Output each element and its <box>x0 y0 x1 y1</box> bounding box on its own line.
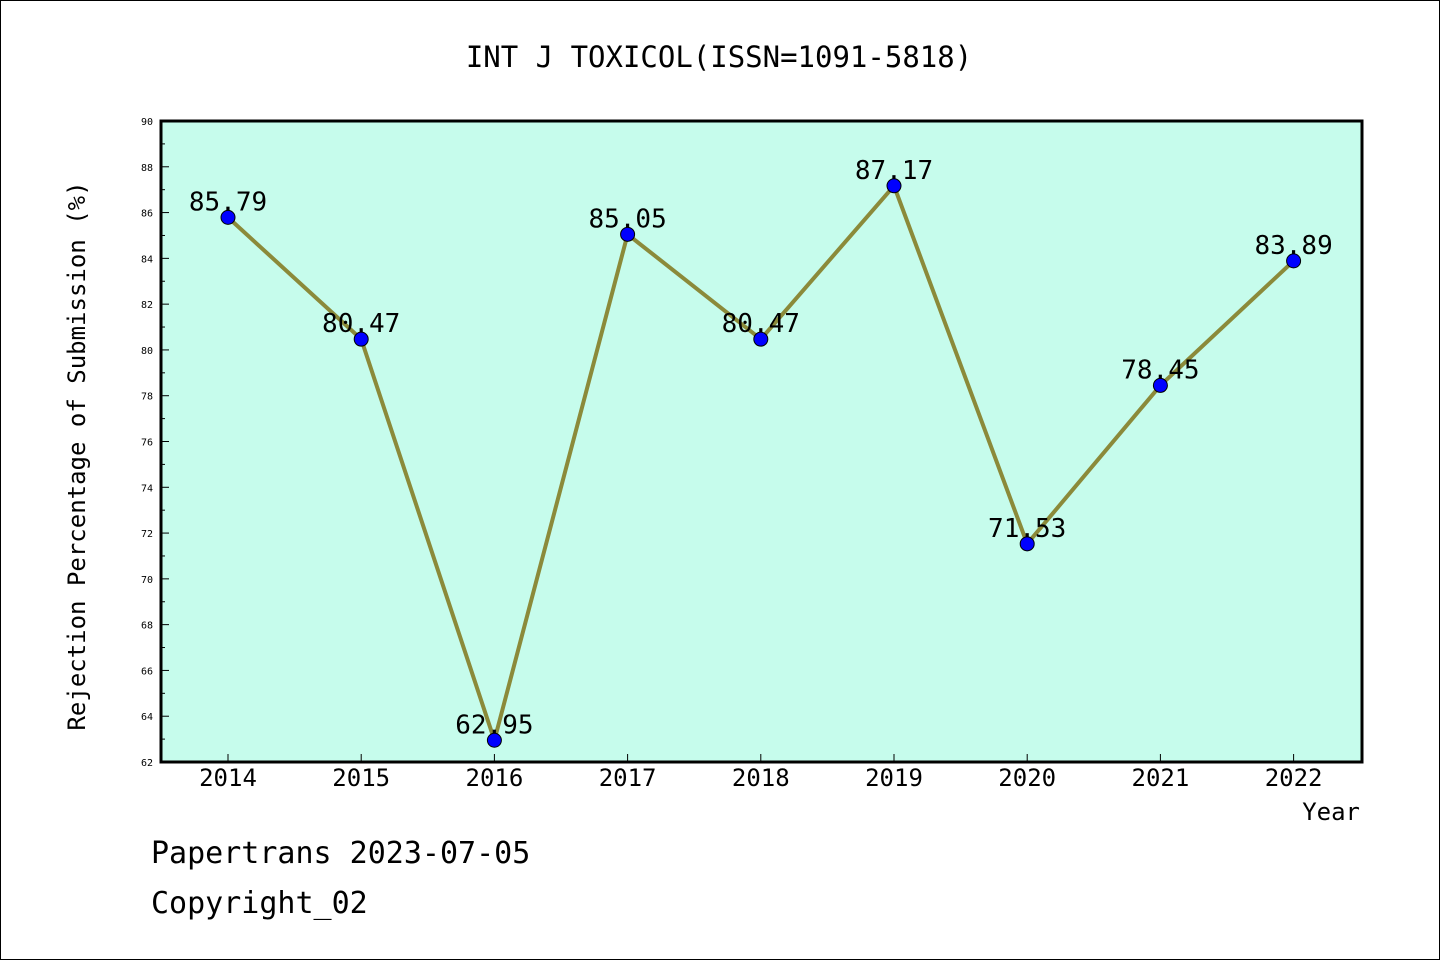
data-label: 87.17 <box>855 156 933 186</box>
data-point <box>1019 536 1035 552</box>
data-label: 80.47 <box>322 309 400 339</box>
y-tick-label: 86 <box>141 209 153 220</box>
y-tick-label: 80 <box>141 346 153 357</box>
data-point <box>1286 253 1302 269</box>
x-tick-label: 2014 <box>199 764 257 792</box>
data-label: 85.05 <box>588 204 666 234</box>
y-axis-label: Rejection Percentage of Submission (%) <box>63 181 91 730</box>
data-point <box>353 331 369 347</box>
plot-area <box>161 121 1362 762</box>
y-tick-label: 74 <box>141 483 153 494</box>
y-tick-label: 62 <box>141 758 153 769</box>
data-label: 85.79 <box>189 187 267 217</box>
data-point <box>486 732 502 748</box>
chart-title: INT J TOXICOL(ISSN=1091-5818) <box>466 40 972 74</box>
data-label-layer: 85.79 80.47 62.95 85.05 80.47 87.17 71.53 78.45… <box>189 156 1333 740</box>
series-layer <box>220 178 1302 748</box>
y-tick-label: 82 <box>141 300 153 311</box>
x-tick-label: 2021 <box>1132 764 1190 792</box>
data-point <box>886 178 902 194</box>
y-tick-label: 72 <box>141 529 153 540</box>
y-axis-ticks: 62 64 66 68 70 72 74 76 78 80 82 84 86 88 90 <box>141 117 169 769</box>
y-tick-label: 84 <box>141 254 153 265</box>
y-tick-label: 88 <box>141 163 153 174</box>
plot-border <box>159 119 1364 764</box>
x-axis-ticks: 2014 2015 2016 2017 2018 2019 2020 2021 2022 <box>199 754 1322 792</box>
y-tick-label: 78 <box>141 392 153 403</box>
data-point <box>753 331 769 347</box>
y-tick-label: 76 <box>141 438 153 449</box>
data-label: 83.89 <box>1254 231 1332 261</box>
x-tick-label: 2016 <box>466 764 524 792</box>
y-tick-label: 66 <box>141 666 153 677</box>
data-point <box>220 209 236 225</box>
data-label: 71.53 <box>988 514 1066 544</box>
x-axis-label: Year <box>1302 798 1360 826</box>
y-tick-label: 68 <box>141 621 153 632</box>
data-label: 78.45 <box>1121 355 1199 385</box>
y-tick-label: 90 <box>141 117 153 128</box>
footer-date-text: Papertrans 2023-07-05 <box>151 836 531 871</box>
x-tick-label: 2015 <box>332 764 390 792</box>
x-tick-label: 2019 <box>865 764 923 792</box>
data-point <box>1152 377 1168 393</box>
data-point <box>620 226 636 242</box>
x-tick-label: 2020 <box>998 764 1056 792</box>
x-tick-label: 2017 <box>599 764 657 792</box>
footer-copyright-text: Copyright_02 <box>151 886 368 921</box>
x-tick-label: 2022 <box>1265 764 1323 792</box>
data-label: 80.47 <box>722 309 800 339</box>
data-label: 62.95 <box>455 710 533 740</box>
y-tick-label: 70 <box>141 575 153 586</box>
y-tick-label: 64 <box>141 712 153 723</box>
x-tick-label: 2018 <box>732 764 790 792</box>
